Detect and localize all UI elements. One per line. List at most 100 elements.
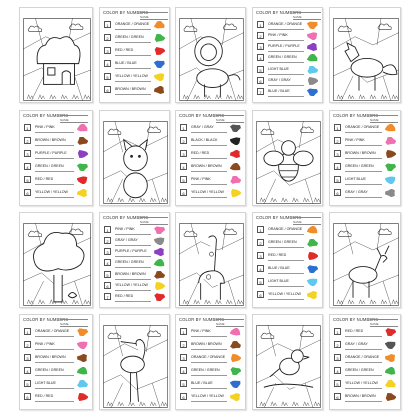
key-underline	[191, 145, 227, 146]
page-r3c2[interactable]: COLOR BY NUMBERS NAME 1 PINK / PINK 2 GRAY / …	[99, 212, 170, 308]
key-underline	[35, 349, 74, 350]
page-r4c5[interactable]: COLOR BY NUMBERS NAME 1 RED / RED 2 GRAY / GR…	[329, 314, 401, 410]
name-line[interactable]	[370, 115, 398, 123]
key-color-name: YELLOW / YELLOW	[191, 190, 224, 194]
name-line[interactable]	[140, 12, 168, 20]
page-r1c4[interactable]: COLOR BY NUMBERS NAME 1 ORANGE / ORANGE 2 PIN…	[252, 7, 323, 103]
key-number: 1	[24, 124, 31, 131]
color-key-row: 6 BROWN / BROWN	[104, 86, 165, 96]
key-color-name: RED / RED	[191, 151, 210, 155]
paint-splat-icon	[307, 88, 318, 96]
color-key-row: 6 GRAY / GRAY	[334, 189, 396, 199]
page-r4c2[interactable]	[99, 314, 170, 410]
paint-splat-icon	[385, 380, 396, 388]
paint-splat-icon	[230, 380, 241, 388]
name-line[interactable]	[60, 115, 88, 123]
color-key-row: 5 LIGHT BLUE	[334, 176, 396, 186]
key-color-name: YELLOW / YELLOW	[35, 190, 68, 194]
key-color-name: BROWN / BROWN	[191, 164, 222, 168]
page-r1c1[interactable]	[19, 7, 93, 103]
key-underline	[115, 289, 151, 291]
key-number: 3	[104, 248, 111, 256]
paint-splat-icon	[385, 189, 395, 197]
name-label: NAME	[370, 322, 379, 326]
page-r4c1[interactable]: COLOR BY NUMBERS NAME 1 ORANGE / ORANGE 2 PIN…	[19, 314, 93, 410]
page-r3c5[interactable]	[329, 212, 401, 308]
color-key-row: 1 PINK / PINK	[104, 226, 165, 236]
color-key-row: 2 PINK / PINK	[334, 137, 396, 147]
name-line[interactable]	[216, 319, 244, 327]
key-underline	[115, 55, 151, 56]
key-color-name: GRAY / GRAY	[268, 77, 291, 82]
sheet-title: COLOR BY NUMBERS	[333, 317, 379, 322]
name-line[interactable]	[216, 115, 244, 123]
key-color-name: GREEN / GREEN	[35, 368, 64, 372]
page-r2c2[interactable]	[99, 110, 170, 206]
key-color-name: PURPLE / PURPLE	[268, 44, 300, 49]
name-line[interactable]	[293, 12, 321, 20]
sheet-title: COLOR BY NUMBERS	[23, 113, 69, 118]
page-r2c1[interactable]: COLOR BY NUMBERS NAME 1 PINK / PINK 2 BROWN /…	[19, 110, 93, 206]
name-line[interactable]	[370, 319, 398, 327]
color-key-row: 3 RED / RED	[257, 252, 318, 262]
key-color-name: BLUE / BLUE	[268, 266, 290, 270]
color-key-row: 6 YELLOW / YELLOW	[180, 393, 241, 403]
paint-splat-icon	[307, 265, 318, 273]
key-number: 3	[257, 252, 264, 259]
key-number: 5	[24, 176, 31, 183]
key-underline	[191, 375, 227, 376]
color-key-row: 5 YELLOW / YELLOW	[104, 73, 165, 83]
paint-splat-icon	[307, 239, 318, 247]
key-number: 2	[104, 34, 111, 41]
sheet-title: COLOR BY NUMBERS	[23, 317, 69, 322]
key-number: 2	[180, 341, 187, 348]
name-line[interactable]	[293, 217, 321, 225]
page-r1c2[interactable]: COLOR BY NUMBERS NAME 1 ORANGE / ORANGE 2 GRE…	[99, 7, 170, 103]
key-color-name: YELLOW / YELLOW	[268, 292, 301, 296]
name-line[interactable]	[140, 217, 168, 225]
key-underline	[191, 132, 227, 133]
color-key-row: 2 BROWN / BROWN	[180, 341, 241, 351]
page-r2c4[interactable]	[252, 110, 323, 206]
color-key-row: 3 PURPLE / PURPLE	[257, 43, 318, 53]
paint-splat-icon	[385, 367, 396, 375]
page-r4c3[interactable]: COLOR BY NUMBERS NAME 1 PINK / PINK 2 BROWN /…	[175, 314, 246, 410]
page-r1c3[interactable]	[175, 7, 246, 103]
paint-splat-icon	[154, 86, 165, 94]
key-number: 6	[104, 86, 111, 93]
name-label: NAME	[140, 220, 149, 224]
page-r3c1[interactable]	[19, 212, 93, 308]
name-line[interactable]	[60, 319, 88, 327]
color-key-row: 4 BLUE / BLUE	[104, 60, 165, 70]
key-color-name: PINK / PINK	[191, 329, 211, 333]
sheet-title: COLOR BY NUMBERS	[256, 215, 302, 220]
key-color-name: LIGHT BLUE	[345, 177, 366, 181]
paint-splat-icon	[231, 189, 241, 197]
paint-splat-icon	[386, 150, 396, 158]
key-number: 1	[104, 21, 111, 28]
color-key-row: 4 GREEN / GREEN	[24, 163, 88, 173]
key-underline	[345, 158, 382, 159]
paint-splat-icon	[385, 137, 396, 145]
key-color-name: GRAY / GRAY	[345, 342, 368, 346]
key-underline	[268, 84, 304, 86]
page-r3c3[interactable]	[175, 212, 246, 308]
paint-splat-icon	[154, 270, 165, 279]
page-r4c4[interactable]	[252, 314, 323, 410]
paint-splat-icon	[308, 252, 318, 260]
paint-splat-icon	[77, 354, 87, 362]
paint-splat-icon	[77, 137, 88, 145]
key-number: 6	[180, 189, 187, 196]
house-coloring-illustration	[23, 18, 91, 101]
page-r1c5[interactable]	[329, 7, 401, 103]
page-r3c4[interactable]: COLOR BY NUMBERS NAME 1 ORANGE / ORANGE 2 GRE…	[252, 212, 323, 308]
paint-splat-icon	[307, 65, 318, 74]
key-number: 3	[24, 354, 31, 361]
key-underline	[268, 40, 304, 42]
page-r2c5[interactable]: COLOR BY NUMBERS NAME 1 ORANGE / ORANGE 2 PIN…	[329, 110, 401, 206]
key-color-name: ORANGE / ORANGE	[268, 227, 303, 231]
key-color-name: PINK / PINK	[268, 33, 288, 38]
page-r2c3[interactable]: COLOR BY NUMBERS NAME 1 GRAY / GRAY 2 BLACK /…	[175, 110, 246, 206]
color-key-row: 6 BROWN / BROWN	[334, 393, 396, 403]
key-underline	[191, 362, 227, 363]
